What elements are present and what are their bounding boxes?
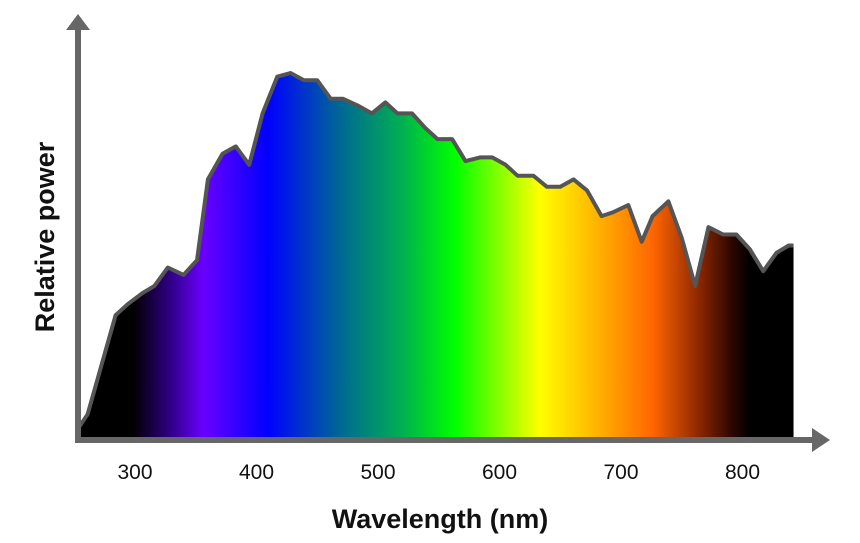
data-point xyxy=(666,199,670,203)
data-point xyxy=(234,144,238,148)
data-point xyxy=(721,232,725,236)
data-point xyxy=(114,313,118,317)
data-point xyxy=(220,152,224,156)
data-point xyxy=(478,155,482,159)
spectrum-area xyxy=(77,73,794,440)
data-point xyxy=(490,155,494,159)
data-point xyxy=(532,174,536,178)
x-tick-label: 800 xyxy=(725,461,760,484)
data-point xyxy=(86,412,90,416)
x-tick-label: 600 xyxy=(482,461,517,484)
data-point xyxy=(370,111,374,115)
x-tick-label: 300 xyxy=(117,461,152,484)
data-point xyxy=(775,251,779,255)
data-point xyxy=(585,188,589,192)
y-axis-label: Relative power xyxy=(30,141,60,332)
data-point xyxy=(182,273,186,277)
data-point xyxy=(748,247,752,251)
data-point xyxy=(383,100,387,104)
data-point xyxy=(195,258,199,262)
x-axis-arrowhead xyxy=(812,428,830,452)
data-point xyxy=(626,203,630,207)
data-point xyxy=(734,232,738,236)
data-point xyxy=(463,159,467,163)
data-point xyxy=(516,174,520,178)
data-point xyxy=(289,71,293,75)
data-point xyxy=(152,284,156,288)
data-point xyxy=(450,137,454,141)
x-tick-label: 500 xyxy=(360,461,395,484)
data-point xyxy=(504,163,508,167)
data-point xyxy=(261,111,265,115)
y-axis-arrowhead xyxy=(66,14,90,30)
data-point xyxy=(545,185,549,189)
x-tick-label: 700 xyxy=(603,461,638,484)
data-point xyxy=(558,185,562,189)
data-point xyxy=(247,163,251,167)
data-point xyxy=(680,236,684,240)
data-point xyxy=(341,97,345,101)
data-point xyxy=(600,214,604,218)
plot-area xyxy=(77,71,794,440)
data-point xyxy=(329,97,333,101)
x-tick-label: 400 xyxy=(239,461,274,484)
data-point xyxy=(651,214,655,218)
data-point xyxy=(357,104,361,108)
data-point xyxy=(166,266,170,270)
data-point xyxy=(423,126,427,130)
data-point xyxy=(275,75,279,79)
data-point xyxy=(706,225,710,229)
data-point xyxy=(395,111,399,115)
data-point xyxy=(315,78,319,82)
data-point xyxy=(206,177,210,181)
data-point xyxy=(410,111,414,115)
data-point xyxy=(693,284,697,288)
data-point xyxy=(302,78,306,82)
data-point xyxy=(610,210,614,214)
data-point xyxy=(140,291,144,295)
data-point xyxy=(436,137,440,141)
x-axis-label: Wavelength (nm) xyxy=(332,504,549,534)
data-point xyxy=(126,302,130,306)
data-point xyxy=(640,240,644,244)
data-point xyxy=(787,243,791,247)
data-point xyxy=(761,269,765,273)
data-point xyxy=(572,177,576,181)
